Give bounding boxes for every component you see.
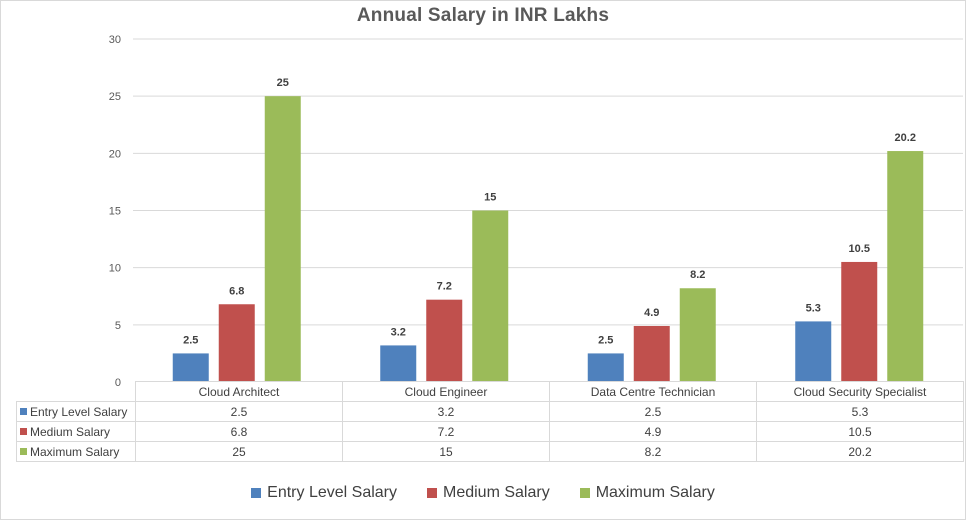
legend-swatch — [251, 488, 262, 498]
table-cell: 20.2 — [756, 441, 964, 462]
y-tick-label: 20 — [109, 148, 121, 160]
y-tick-label: 25 — [109, 91, 121, 103]
data-table: Cloud Architect Cloud Engineer Data Centre… — [16, 381, 964, 462]
series-swatch — [20, 447, 27, 455]
legend-swatch — [427, 488, 437, 498]
bar-medium-salary — [426, 299, 463, 382]
table-row-header: Medium Salary — [16, 421, 136, 442]
bar-entry-level-salary — [795, 321, 832, 382]
x-category-label: Cloud Engineer — [342, 381, 550, 402]
bar-maximum-salary — [472, 210, 509, 382]
y-tick-label: 30 — [109, 34, 121, 46]
data-label: 20.2 — [895, 132, 916, 144]
table-cell: 5.3 — [756, 401, 964, 422]
bar-maximum-salary — [264, 96, 301, 383]
legend: Entry Level Salary Medium Salary Maximum S… — [0, 484, 966, 502]
data-label: 5.3 — [806, 302, 821, 314]
data-label: 25 — [277, 77, 289, 89]
series-name: Entry Level Salary — [30, 404, 128, 419]
data-label: 8.2 — [690, 269, 705, 281]
legend-label: Entry Level Salary — [267, 484, 397, 501]
bar-entry-level-salary — [587, 353, 624, 382]
table-cell: 25 — [135, 441, 343, 462]
data-label: 10.5 — [849, 243, 870, 255]
table-cell: 15 — [342, 441, 550, 462]
data-label: 2.5 — [183, 334, 198, 346]
legend-label: Medium Salary — [443, 484, 550, 501]
table-cell: 2.5 — [549, 401, 757, 422]
table-cell: 3.2 — [342, 401, 550, 422]
bar-entry-level-salary — [380, 345, 417, 382]
data-label: 15 — [484, 192, 496, 204]
table-cell: 7.2 — [342, 421, 550, 442]
chart-title: Annual Salary in INR Lakhs — [356, 5, 610, 26]
bar-medium-salary — [841, 261, 878, 382]
y-tick-label: 15 — [109, 206, 121, 218]
data-label: 6.8 — [229, 285, 244, 297]
data-label: 7.2 — [437, 281, 452, 293]
table-cell: 10.5 — [756, 421, 964, 442]
data-labels: 2.5 6.8 25 3.2 7.2 15 2.5 4.9 8.2 5.3 10.5 20.2 — [183, 77, 916, 346]
bars — [172, 96, 924, 383]
table-cell: 6.8 — [135, 421, 343, 442]
x-category-label: Cloud Security Specialist — [756, 381, 964, 402]
x-category-label: Data Centre Technician — [549, 381, 757, 402]
bar-maximum-salary — [679, 288, 716, 382]
series-name: Medium Salary — [30, 424, 111, 439]
bar-maximum-salary — [887, 151, 924, 382]
table-row-header: Maximum Salary — [16, 441, 136, 462]
bar-medium-salary — [218, 304, 255, 382]
table-row: Entry Level Salary 2.5 3.2 2.5 5.3 — [16, 401, 964, 422]
series-swatch — [20, 427, 27, 435]
table-row: Maximum Salary 25 15 8.2 20.2 — [16, 441, 964, 462]
legend-item: Maximum Salary — [579, 484, 715, 502]
table-row: Medium Salary 6.8 7.2 4.9 10.5 — [16, 421, 964, 442]
legend-label: Maximum Salary — [595, 484, 715, 501]
data-label: 3.2 — [391, 326, 406, 338]
x-category-label: Cloud Architect — [135, 381, 343, 402]
y-tick-label: 5 — [115, 320, 121, 332]
legend-swatch — [579, 488, 590, 498]
table-corner — [16, 381, 136, 402]
legend-item: Entry Level Salary — [251, 484, 397, 502]
table-row-header: Entry Level Salary — [16, 401, 136, 422]
bar-medium-salary — [633, 325, 670, 382]
data-label: 4.9 — [644, 307, 659, 319]
series-name: Maximum Salary — [30, 444, 120, 459]
table-cell: 2.5 — [135, 401, 343, 422]
series-swatch — [20, 407, 27, 415]
bar-entry-level-salary — [172, 353, 209, 382]
gridlines — [133, 38, 963, 326]
table-cell: 8.2 — [549, 441, 757, 462]
y-tick-label: 10 — [109, 263, 121, 275]
table-cell: 4.9 — [549, 421, 757, 442]
data-label: 2.5 — [598, 334, 613, 346]
table-header-row: Cloud Architect Cloud Engineer Data Centre… — [16, 381, 964, 402]
legend-item: Medium Salary — [427, 484, 550, 502]
